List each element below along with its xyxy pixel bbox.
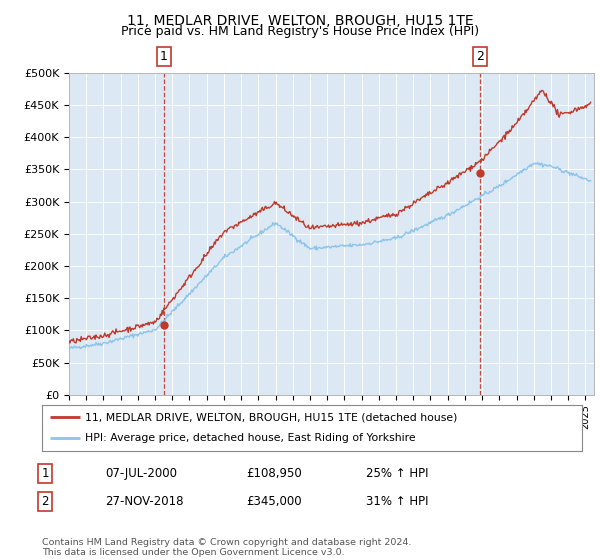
Text: 31% ↑ HPI: 31% ↑ HPI xyxy=(366,494,428,508)
Text: 1: 1 xyxy=(160,50,168,63)
Text: 2: 2 xyxy=(476,50,484,63)
Text: Contains HM Land Registry data © Crown copyright and database right 2024.
This d: Contains HM Land Registry data © Crown c… xyxy=(42,538,412,557)
Text: 2: 2 xyxy=(41,494,49,508)
Text: 1: 1 xyxy=(41,466,49,480)
Text: 11, MEDLAR DRIVE, WELTON, BROUGH, HU15 1TE: 11, MEDLAR DRIVE, WELTON, BROUGH, HU15 1… xyxy=(127,14,473,28)
Text: HPI: Average price, detached house, East Riding of Yorkshire: HPI: Average price, detached house, East… xyxy=(85,433,416,444)
Text: 27-NOV-2018: 27-NOV-2018 xyxy=(105,494,184,508)
Text: 25% ↑ HPI: 25% ↑ HPI xyxy=(366,466,428,480)
Text: £345,000: £345,000 xyxy=(246,494,302,508)
Text: £108,950: £108,950 xyxy=(246,466,302,480)
Text: 07-JUL-2000: 07-JUL-2000 xyxy=(105,466,177,480)
Text: Price paid vs. HM Land Registry's House Price Index (HPI): Price paid vs. HM Land Registry's House … xyxy=(121,25,479,38)
Text: 11, MEDLAR DRIVE, WELTON, BROUGH, HU15 1TE (detached house): 11, MEDLAR DRIVE, WELTON, BROUGH, HU15 1… xyxy=(85,412,458,422)
